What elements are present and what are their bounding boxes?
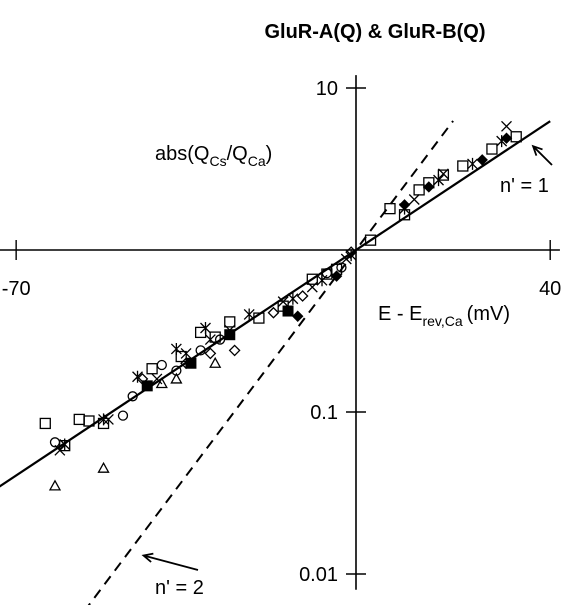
marker-cross xyxy=(180,347,192,359)
marker-filled-diamond xyxy=(476,154,488,166)
marker-filled-square xyxy=(282,305,294,317)
y-tick-label: 10 xyxy=(316,78,338,100)
marker-square xyxy=(364,234,377,246)
marker-asterisk xyxy=(132,370,143,383)
marker-circle xyxy=(321,267,333,279)
marker-asterisk xyxy=(59,438,71,451)
annotation-n1: n' = 1 xyxy=(500,175,549,197)
marker-square xyxy=(83,415,95,427)
marker-square xyxy=(224,316,236,328)
marker-circle xyxy=(49,437,61,448)
marker-asterisk xyxy=(467,157,478,170)
x-tick-label: -70 xyxy=(2,278,31,300)
marker-square xyxy=(486,143,498,155)
marker-asterisk xyxy=(316,274,328,287)
marker-filled-diamond xyxy=(500,132,513,144)
marker-asterisk xyxy=(243,308,255,321)
marker-triangle xyxy=(97,461,110,473)
marker-circle xyxy=(195,345,206,356)
marker-diamond xyxy=(296,290,309,302)
ticks xyxy=(15,87,551,575)
marker-square xyxy=(146,363,158,375)
marker-circle xyxy=(127,391,138,402)
marker-triangle xyxy=(209,356,222,368)
marker-circle xyxy=(156,359,167,371)
fit-line-n1 xyxy=(0,120,551,488)
marker-square xyxy=(413,184,425,196)
marker-circle xyxy=(214,334,226,345)
marker-cross xyxy=(277,296,289,308)
marker-cross xyxy=(501,120,512,132)
marker-filled-square xyxy=(224,329,236,341)
marker-filled-diamond xyxy=(292,310,304,322)
axes xyxy=(0,75,560,590)
marker-filled-diamond xyxy=(330,270,343,282)
fit-line-n2 xyxy=(87,120,454,605)
marker-asterisk xyxy=(200,322,211,335)
marker-square xyxy=(175,350,187,363)
marker-square xyxy=(306,273,318,285)
marker-cross xyxy=(204,334,216,346)
marker-square xyxy=(39,417,51,430)
marker-filled-diamond xyxy=(398,199,411,211)
annotation-n1-arrow xyxy=(531,144,553,166)
marker-square xyxy=(384,202,396,215)
marker-diamond xyxy=(136,373,149,385)
y-tick-label: 0.1 xyxy=(310,402,338,424)
marker-asterisk xyxy=(98,413,109,426)
annotation-n2: n' = 2 xyxy=(155,577,204,599)
marker-square xyxy=(209,331,221,343)
tick-labels: -70 40 10 0.1 0.01 xyxy=(2,78,562,586)
marker-asterisk xyxy=(345,249,357,262)
marker-circle xyxy=(336,262,347,273)
chart-title: GluR-A(Q) & GluR-B(Q) xyxy=(264,21,485,43)
marker-cross xyxy=(437,168,449,180)
marker-triangle xyxy=(48,479,62,491)
marker-square xyxy=(253,312,265,324)
marker-filled-square xyxy=(141,380,153,392)
marker-filled-diamond xyxy=(423,181,435,193)
marker-square xyxy=(73,413,85,426)
y-tick-label: 0.01 xyxy=(299,564,338,586)
marker-asterisk xyxy=(287,292,299,305)
marker-asterisk xyxy=(170,342,182,355)
marker-asterisk xyxy=(433,174,444,187)
marker-triangle xyxy=(170,372,183,384)
marker-cross xyxy=(306,281,318,293)
marker-cross xyxy=(102,413,114,425)
data-markers xyxy=(39,120,522,491)
marker-cross xyxy=(408,194,420,205)
marker-triangle xyxy=(155,377,168,389)
marker-diamond xyxy=(228,344,241,357)
x-axis-label: E - Erev,Ca (mV) xyxy=(378,303,510,329)
y-axis-label: abs(QCs/QCa) xyxy=(155,143,272,169)
marker-square xyxy=(457,160,469,172)
marker-square xyxy=(510,131,522,143)
marker-diamond xyxy=(180,357,192,370)
marker-diamond xyxy=(267,306,280,319)
marker-diamond xyxy=(204,347,217,360)
annotation-n2-arrow xyxy=(141,552,199,571)
marker-circle xyxy=(117,410,129,421)
x-tick-label: 40 xyxy=(539,278,561,300)
marker-cross xyxy=(224,324,236,336)
marker-diamond xyxy=(345,246,358,259)
